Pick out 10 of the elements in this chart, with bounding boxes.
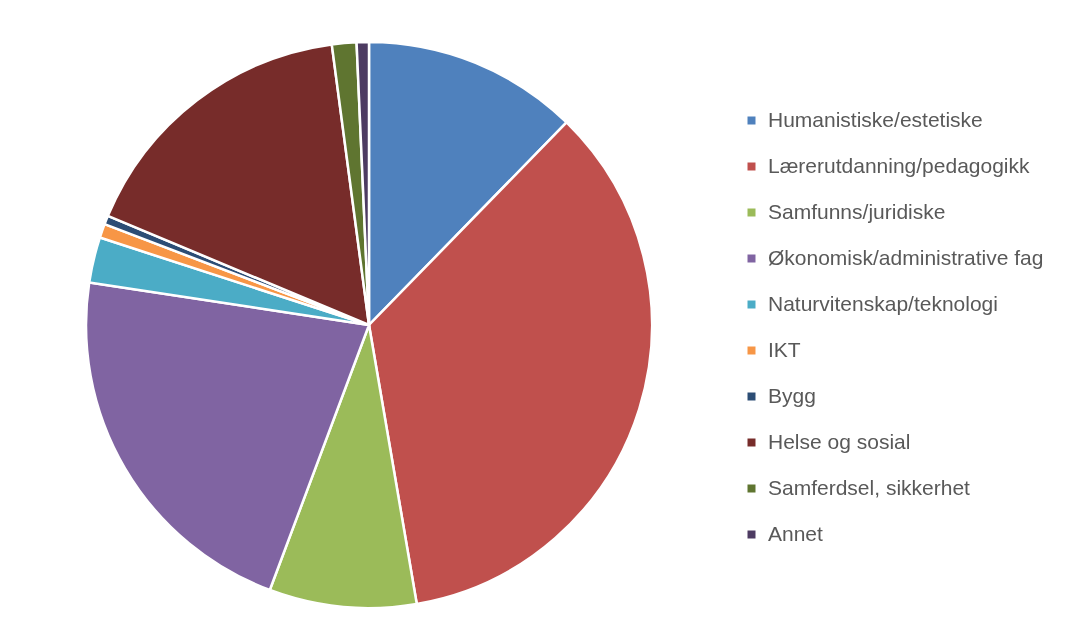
legend-label: Bygg bbox=[768, 383, 816, 407]
legend-label: Økonomisk/administrative fag bbox=[768, 245, 1044, 269]
legend-label: Samfunns/juridiske bbox=[768, 199, 946, 223]
legend-label: Samferdsel, sikkerhet bbox=[768, 475, 971, 499]
legend-label: Helse og sosial bbox=[768, 429, 911, 453]
legend-label: Annet bbox=[768, 521, 824, 545]
legend-label: Naturvitenskap/teknologi bbox=[768, 291, 998, 315]
legend-label: Lærerutdanning/pedagogikk bbox=[768, 153, 1031, 177]
legend-label: IKT bbox=[768, 337, 801, 361]
legend-label: Humanistiske/estetiske bbox=[768, 107, 983, 131]
